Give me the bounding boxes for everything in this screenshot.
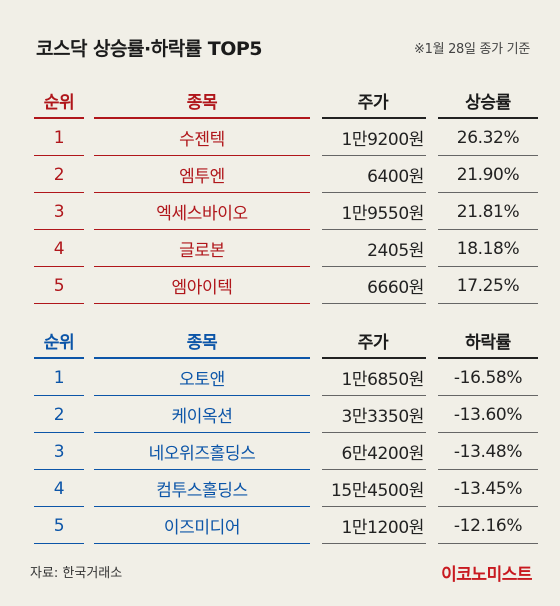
rate-cell: 18.18% — [456, 238, 520, 259]
header-price: 주가 — [357, 93, 389, 113]
rank-cell: 4 — [53, 238, 65, 259]
table-row: 4 컴투스홀딩스 15만4500원 -13.45% — [34, 470, 538, 507]
price-cell: 1만9200원 — [341, 130, 424, 150]
header-rank: 순위 — [43, 93, 75, 113]
rank-cell: 3 — [53, 201, 65, 222]
price-cell: 6660원 — [367, 278, 424, 298]
rate-cell: 21.81% — [456, 201, 520, 222]
rate-cell: 26.32% — [456, 127, 520, 148]
stock-cell: 컴투스홀딩스 — [156, 481, 248, 501]
rank-cell: 4 — [53, 478, 65, 499]
price-cell: 3만3350원 — [341, 407, 424, 427]
rank-cell: 3 — [53, 441, 65, 462]
row-divider — [34, 432, 538, 433]
header-stock: 종목 — [186, 333, 218, 353]
rank-cell: 2 — [53, 164, 65, 185]
rank-cell: 1 — [53, 127, 65, 148]
header-divider — [34, 117, 538, 119]
table-row: 2 케이옥션 3만3350원 -13.60% — [34, 396, 538, 433]
price-cell: 6만4200원 — [341, 444, 424, 464]
rate-cell: 17.25% — [456, 275, 520, 296]
rate-cell: -13.45% — [453, 478, 523, 499]
rate-cell: -13.48% — [453, 441, 523, 462]
stock-cell: 네오위즈홀딩스 — [148, 444, 256, 464]
stock-cell: 오토앤 — [179, 370, 225, 390]
table-row: 5 이즈미디어 1만1200원 -12.16% — [34, 507, 538, 544]
row-divider — [34, 266, 538, 267]
row-divider — [34, 192, 538, 193]
stock-cell: 이즈미디어 — [163, 518, 241, 538]
basis-note: ※1월 28일 종가 기준 — [414, 42, 530, 57]
row-divider — [34, 303, 538, 304]
rate-cell: -16.58% — [453, 367, 523, 388]
table-row: 1 오토앤 1만6850원 -16.58% — [34, 359, 538, 396]
brand-logo: 이코노미스트 — [441, 565, 532, 585]
header-stock: 종목 — [186, 93, 218, 113]
stock-cell: 수젠텍 — [179, 130, 225, 150]
price-cell: 2405원 — [367, 241, 424, 261]
row-divider — [34, 469, 538, 470]
stock-cell: 글로본 — [179, 241, 225, 261]
header-price: 주가 — [357, 333, 389, 353]
header-rate: 하락률 — [465, 333, 511, 353]
stock-cell: 엠투엔 — [179, 167, 225, 187]
row-divider — [34, 395, 538, 396]
row-divider — [34, 155, 538, 156]
table-row: 2 엠투엔 6400원 21.90% — [34, 156, 538, 193]
price-cell: 1만9550원 — [341, 204, 424, 224]
table-row: 5 엠아이텍 6660원 17.25% — [34, 267, 538, 304]
stock-cell: 케이옥션 — [171, 407, 233, 427]
price-cell: 1만6850원 — [341, 370, 424, 390]
rate-cell: 21.90% — [456, 164, 520, 185]
rate-cell: -12.16% — [453, 515, 523, 536]
rank-cell: 5 — [53, 275, 65, 296]
rank-cell: 2 — [53, 404, 65, 425]
header-divider — [34, 357, 538, 359]
price-cell: 6400원 — [367, 167, 424, 187]
stock-cell: 엠아이텍 — [171, 278, 233, 298]
chart-title: 코스닥 상승률·하락률 TOP5 — [36, 38, 263, 60]
price-cell: 1만1200원 — [341, 518, 424, 538]
rank-cell: 1 — [53, 367, 65, 388]
losers-header-row: 순위 종목 주가 하락률 — [34, 322, 538, 359]
gainers-table: 순위 종목 주가 상승률 1 수젠텍 1만9200원 26.32% 2 엠투엔 … — [34, 82, 538, 304]
price-cell: 15만4500원 — [331, 481, 424, 501]
source-note: 자료: 한국거래소 — [30, 566, 123, 581]
rank-cell: 5 — [53, 515, 65, 536]
table-row: 1 수젠텍 1만9200원 26.32% — [34, 119, 538, 156]
losers-table: 순위 종목 주가 하락률 1 오토앤 1만6850원 -16.58% 2 케이옥… — [34, 322, 538, 544]
table-row: 3 네오위즈홀딩스 6만4200원 -13.48% — [34, 433, 538, 470]
table-row: 3 엑세스바이오 1만9550원 21.81% — [34, 193, 538, 230]
row-divider — [34, 506, 538, 507]
header-rank: 순위 — [43, 333, 75, 353]
gainers-header-row: 순위 종목 주가 상승률 — [34, 82, 538, 119]
rate-cell: -13.60% — [453, 404, 523, 425]
table-row: 4 글로본 2405원 18.18% — [34, 230, 538, 267]
header-rate: 상승률 — [465, 93, 511, 113]
row-divider — [34, 229, 538, 230]
header: 코스닥 상승률·하락률 TOP5 ※1월 28일 종가 기준 — [0, 0, 560, 82]
stock-cell: 엑세스바이오 — [156, 204, 248, 224]
row-divider — [34, 543, 538, 544]
